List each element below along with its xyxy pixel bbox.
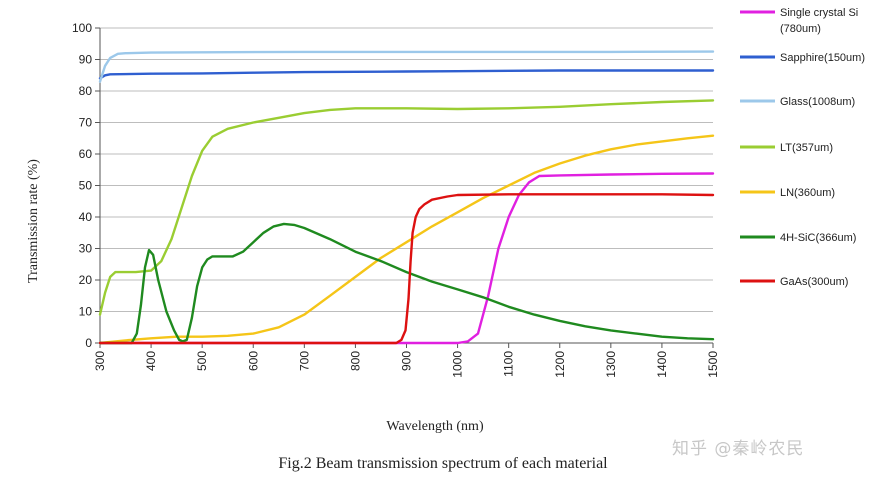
x-axis-title: Wavelength (nm) bbox=[386, 419, 484, 434]
legend-label-3-0: LT(357um) bbox=[780, 142, 833, 154]
y-axis-title: Transmission rate (%) bbox=[26, 159, 41, 283]
x-tick-label-500: 500 bbox=[195, 351, 209, 371]
y-tick-label-0: 0 bbox=[85, 336, 92, 350]
x-tick-label-1200: 1200 bbox=[553, 351, 567, 378]
series-line-6 bbox=[98, 193, 715, 345]
y-tick-label-30: 30 bbox=[79, 242, 93, 256]
watermark: 知乎 @秦岭农民 bbox=[672, 439, 805, 459]
y-tick-label-80: 80 bbox=[79, 84, 93, 98]
series-line-1 bbox=[98, 69, 715, 80]
x-tick-labels: 300 400 500 600 700 800 900 1000 1100 1200 1300 140… bbox=[93, 351, 720, 378]
x-tick-label-1500: 1500 bbox=[706, 351, 720, 378]
y-tick-label-10: 10 bbox=[79, 305, 93, 319]
y-tick-labels: 0 10 20 30 40 50 60 70 80 90 100 bbox=[72, 21, 92, 350]
legend-label-2-0: Glass(1008um) bbox=[780, 96, 855, 108]
x-tick-label-400: 400 bbox=[144, 351, 158, 371]
legend-label-0-0: Single crystal Si bbox=[780, 7, 858, 19]
figure-caption: Fig.2 Beam transmission spectrum of each… bbox=[278, 455, 608, 472]
legend: Single crystal Si (780um) Sapphire(150um) G… bbox=[740, 7, 865, 288]
legend-label-1-0: Sapphire(150um) bbox=[780, 52, 865, 64]
x-tick-label-300: 300 bbox=[93, 351, 107, 371]
y-tick-label-40: 40 bbox=[79, 210, 93, 224]
y-tick-label-60: 60 bbox=[79, 147, 93, 161]
series-line-5 bbox=[98, 222, 715, 345]
legend-label-0-1: (780um) bbox=[780, 23, 821, 35]
legend-label-4-0: LN(360um) bbox=[780, 187, 835, 199]
series-lines bbox=[98, 50, 715, 345]
series-line-3 bbox=[98, 99, 715, 316]
x-tick-label-1100: 1100 bbox=[502, 351, 516, 377]
legend-label-6-0: GaAs(300um) bbox=[780, 276, 848, 288]
series-line-4 bbox=[98, 134, 715, 345]
x-tick-label-700: 700 bbox=[297, 351, 311, 371]
series-line-0 bbox=[98, 172, 715, 345]
axes bbox=[99, 28, 714, 348]
y-tick-label-90: 90 bbox=[79, 53, 93, 67]
legend-label-5-0: 4H-SiC(366um) bbox=[780, 232, 856, 244]
y-tick-label-100: 100 bbox=[72, 21, 92, 35]
x-tick-label-1300: 1300 bbox=[604, 351, 618, 378]
x-tick-label-800: 800 bbox=[348, 351, 362, 371]
x-tick-label-1400: 1400 bbox=[655, 351, 669, 378]
x-tick-label-600: 600 bbox=[246, 351, 260, 371]
y-tick-label-20: 20 bbox=[79, 273, 93, 287]
x-tick-label-1000: 1000 bbox=[451, 351, 465, 378]
y-tick-label-50: 50 bbox=[79, 179, 93, 193]
y-tick-label-70: 70 bbox=[79, 116, 93, 130]
grid-lines bbox=[95, 27, 713, 344]
series-line-2 bbox=[98, 50, 715, 83]
x-tick-label-900: 900 bbox=[400, 351, 414, 371]
